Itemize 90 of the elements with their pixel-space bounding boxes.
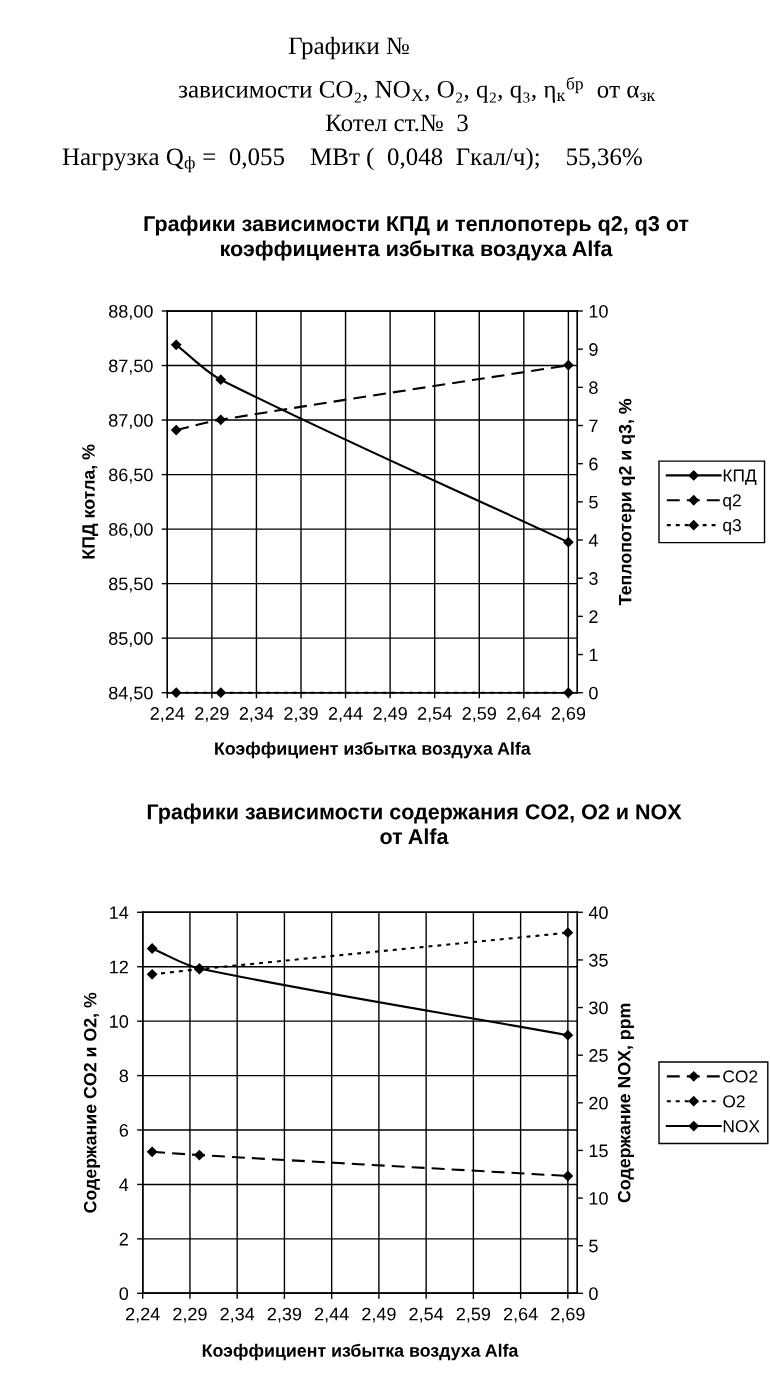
- legend-label: q2: [723, 494, 741, 510]
- legend-label: O2: [723, 1095, 745, 1108]
- point: [562, 1030, 573, 1041]
- y-axis-title: КПД котла, %: [82, 444, 99, 559]
- y-tick-label: 85,50: [109, 577, 153, 593]
- y-tick-label: 87,50: [109, 359, 153, 375]
- x-tick-label: 2,39: [267, 1307, 302, 1323]
- y-tick-label: 10: [110, 1015, 129, 1028]
- y2-tick-label: 40: [588, 906, 608, 920]
- point: [171, 339, 182, 350]
- point: [194, 1149, 205, 1161]
- y-tick-label: 86,50: [109, 468, 153, 484]
- point: [563, 537, 574, 548]
- x-tick-label: 2,24: [126, 1307, 160, 1323]
- y-tick-label: 85,00: [109, 632, 153, 648]
- x-tick-label: 2,34: [220, 1307, 255, 1323]
- text: Котел ст.№ 3: [325, 114, 468, 132]
- y2-tick-label: 2: [589, 610, 598, 623]
- y2-tick-label: 1: [589, 648, 598, 662]
- y2-tick-label: 10: [589, 1191, 608, 1205]
- x-tick-label: 2,59: [456, 1307, 491, 1323]
- x-tick-label: 2,29: [173, 1307, 207, 1323]
- legend-label: КПД: [723, 469, 757, 485]
- point: [562, 1170, 573, 1182]
- y2-axis-title: Теплопотери q2 и q3, %: [618, 398, 635, 606]
- point: [147, 1146, 158, 1157]
- text: зависимости CO₂, NO$_{X}$, O₂, q₂, q₃, η$_{к}$$^{бр}$ от α$_{зк}$: [178, 76, 656, 103]
- y2-tick-label: 6: [589, 457, 598, 471]
- y2-tick-label: 20: [589, 1096, 608, 1110]
- y2-tick-label: 9: [589, 343, 598, 356]
- y2-tick-label: 10: [589, 304, 608, 318]
- point: [171, 424, 182, 436]
- x-tick-label: 2,44: [328, 707, 363, 722]
- y-tick-label: 2: [119, 1232, 128, 1246]
- y2-tick-label: 0: [589, 686, 598, 700]
- x-tick-label: 2,49: [373, 707, 407, 722]
- y2-tick-label: 0: [589, 1287, 598, 1301]
- x-axis-title: Коэффициент избытка воздуха Alfa: [215, 741, 531, 759]
- x-tick-label: 2,39: [284, 707, 318, 722]
- y-tick-label: 12: [110, 960, 128, 974]
- point: [194, 963, 205, 974]
- point: [147, 943, 158, 954]
- x-axis-title: Коэффициент избытка воздуха Alfa: [202, 1343, 519, 1361]
- y-tick-label: 86,00: [109, 523, 153, 538]
- y2-tick-label: 3: [589, 572, 598, 585]
- y2-tick-label: 7: [589, 419, 598, 433]
- x-tick-label: 2,44: [315, 1307, 349, 1323]
- x-tick-label: 2,54: [409, 1307, 444, 1323]
- legend-label: NOX: [723, 1120, 760, 1133]
- y2-tick-label: 4: [588, 534, 598, 547]
- y2-tick-label: 8: [589, 381, 598, 395]
- x-tick-label: 2,64: [503, 1307, 538, 1323]
- y-tick-label: 84,50: [109, 686, 153, 702]
- point: [215, 687, 226, 698]
- point: [563, 360, 574, 371]
- text: Нагрузка Q$_{ф}$ = 0,055 МВт ( 0,048 Гкал/ч); 55,36%: [62, 147, 642, 173]
- y-tick-label: 14: [110, 906, 129, 919]
- x-tick-label: 2,29: [195, 707, 229, 722]
- y-axis-title: Содержание CO2 и O2, %: [83, 992, 100, 1213]
- y2-tick-label: 5: [589, 1239, 598, 1253]
- point: [171, 687, 182, 698]
- x-tick-label: 2,64: [507, 707, 541, 722]
- text: Графики №: [288, 36, 409, 60]
- point: [215, 374, 226, 385]
- y-tick-label: 0: [119, 1287, 129, 1301]
- y-tick-label: 4: [119, 1178, 129, 1191]
- y2-tick-label: 25: [589, 1049, 608, 1062]
- legend-label: CO2: [723, 1070, 758, 1083]
- y-tick-label: 8: [119, 1069, 129, 1083]
- x-tick-label: 2,54: [418, 707, 452, 722]
- x-tick-label: 2,34: [239, 707, 274, 722]
- point: [147, 969, 158, 980]
- y2-tick-label: 30: [589, 1001, 608, 1015]
- point: [562, 927, 573, 938]
- y-tick-label: 87,00: [109, 413, 153, 429]
- chart-title: Графики зависимости содержания CO2, O2 и NOX от Alfa: [147, 803, 682, 845]
- y2-tick-label: 35: [589, 953, 608, 967]
- x-tick-label: 2,59: [462, 707, 496, 722]
- y-tick-label: 6: [119, 1123, 129, 1137]
- chart-title: Графики зависимости КПД и теплопотерь q2, q3 от коэффициента избытка воздуха Alfa: [144, 215, 689, 261]
- x-tick-label: 2,69: [551, 1307, 585, 1323]
- point: [215, 414, 226, 425]
- x-tick-label: 2,49: [362, 1307, 396, 1323]
- y2-axis-title: Содержание NOX, ppm: [617, 1003, 634, 1203]
- legend-label: q3: [723, 519, 741, 535]
- y2-tick-label: 15: [589, 1144, 608, 1158]
- x-tick-label: 2,24: [150, 707, 185, 722]
- y2-tick-label: 5: [589, 495, 598, 509]
- x-tick-label: 2,69: [551, 707, 586, 722]
- y-tick-label: 88,00: [109, 304, 153, 320]
